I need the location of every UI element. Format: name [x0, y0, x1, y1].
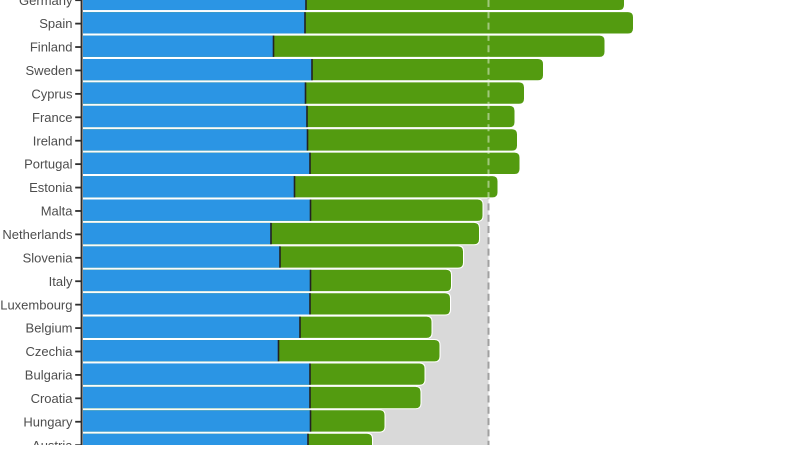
svg-text:Hungary: Hungary [23, 414, 73, 429]
svg-text:Malta: Malta [41, 204, 74, 219]
svg-text:Italy: Italy [49, 274, 73, 289]
svg-text:Estonia: Estonia [29, 180, 73, 195]
svg-text:Netherlands: Netherlands [2, 227, 73, 242]
svg-text:France: France [32, 110, 72, 125]
svg-text:Austria: Austria [32, 438, 73, 445]
svg-text:Bulgaria: Bulgaria [25, 368, 73, 383]
svg-text:Finland: Finland [30, 40, 73, 55]
svg-text:Sweden: Sweden [26, 63, 73, 78]
svg-text:Slovenia: Slovenia [23, 250, 74, 265]
svg-text:Spain: Spain [39, 16, 72, 31]
svg-text:Cyprus: Cyprus [31, 86, 73, 101]
svg-text:Croatia: Croatia [31, 391, 74, 406]
svg-text:Germany: Germany [19, 0, 73, 8]
svg-text:Czechia: Czechia [26, 344, 74, 359]
svg-text:Luxembourg: Luxembourg [0, 297, 72, 312]
svg-text:Belgium: Belgium [26, 321, 73, 336]
svg-text:Ireland: Ireland [33, 133, 73, 148]
svg-text:Portugal: Portugal [24, 157, 73, 172]
